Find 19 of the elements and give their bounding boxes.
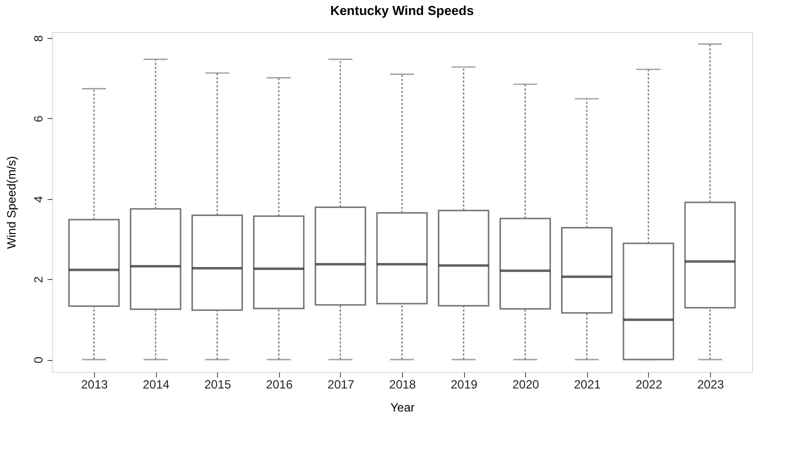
x-axis-title: Year (390, 400, 415, 414)
y-tick-label: 2 (32, 276, 46, 284)
y-tick-label: 8 (32, 34, 46, 42)
x-tick-label: 2018 (389, 378, 416, 392)
x-tick-label: 2021 (574, 378, 601, 392)
y-axis-title: Wind Speed(m/s) (4, 156, 18, 249)
y-tick-label: 0 (32, 356, 46, 364)
x-tick-label: 2015 (204, 378, 232, 392)
chart-title: Kentucky Wind Speeds (330, 3, 474, 18)
x-tick-label: 2019 (450, 378, 478, 392)
x-tick-label: 2017 (328, 378, 355, 392)
x-tick-label: 2013 (81, 378, 108, 392)
x-tick-label: 2023 (697, 378, 724, 392)
x-tick-label: 2014 (142, 378, 170, 392)
x-tick-label: 2016 (266, 378, 293, 392)
x-tick-label: 2020 (512, 378, 540, 392)
y-tick-label: 4 (32, 196, 46, 203)
x-tick-label: 2022 (636, 378, 663, 392)
y-tick-label: 6 (32, 115, 46, 122)
